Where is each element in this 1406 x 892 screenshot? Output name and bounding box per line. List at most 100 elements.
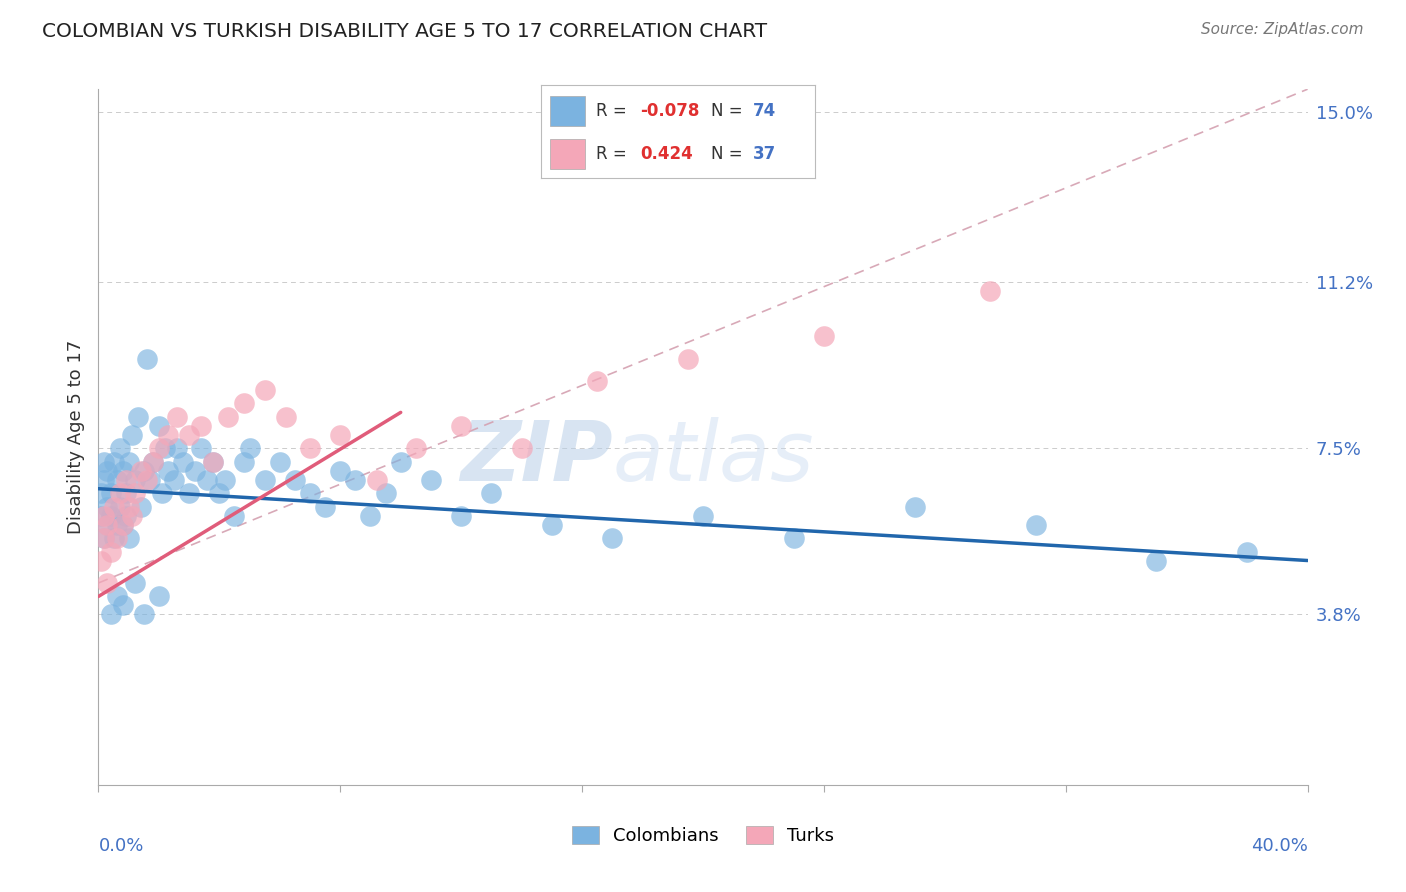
Point	[90, 553, 112, 567]
Text: 37: 37	[752, 145, 776, 163]
Point	[586, 374, 609, 388]
Point	[153, 442, 176, 456]
Point	[127, 409, 149, 424]
Point	[111, 599, 134, 613]
Point	[118, 531, 141, 545]
Point	[118, 455, 141, 469]
Point	[129, 500, 152, 514]
Point	[135, 473, 157, 487]
Point	[676, 351, 699, 366]
Point	[90, 508, 112, 523]
Point	[105, 590, 128, 604]
Point	[96, 464, 118, 478]
Point	[602, 531, 624, 545]
Point	[132, 607, 155, 622]
Point	[93, 531, 115, 545]
Point	[93, 508, 115, 523]
Point	[979, 284, 1001, 298]
Point	[124, 576, 146, 591]
Point	[217, 409, 239, 424]
Point	[135, 351, 157, 366]
Point	[132, 464, 155, 478]
Point	[299, 486, 322, 500]
Point	[96, 517, 118, 532]
Point	[813, 329, 835, 343]
Point	[202, 455, 225, 469]
Point	[1236, 544, 1258, 558]
Point	[93, 531, 115, 545]
Point	[232, 396, 254, 410]
Text: R =: R =	[596, 145, 633, 163]
Point	[179, 427, 201, 442]
Point	[105, 517, 128, 532]
Text: 40.0%: 40.0%	[1251, 837, 1308, 855]
Bar	[550, 96, 585, 126]
Point	[156, 427, 179, 442]
Point	[148, 590, 170, 604]
Text: COLOMBIAN VS TURKISH DISABILITY AGE 5 TO 17 CORRELATION CHART: COLOMBIAN VS TURKISH DISABILITY AGE 5 TO…	[42, 22, 768, 41]
Point	[374, 486, 396, 500]
Point	[108, 486, 131, 500]
Point	[214, 473, 236, 487]
Text: atlas: atlas	[613, 417, 814, 499]
Point	[239, 442, 262, 456]
Text: ZIP: ZIP	[460, 417, 613, 499]
Point	[124, 486, 146, 500]
Text: -0.078: -0.078	[640, 102, 699, 120]
Point	[366, 473, 388, 487]
Point	[389, 455, 412, 469]
Point	[156, 464, 179, 478]
Point	[179, 486, 201, 500]
Point	[232, 455, 254, 469]
Point	[269, 455, 291, 469]
Point	[202, 455, 225, 469]
Point	[299, 442, 322, 456]
Point	[329, 464, 352, 478]
Point	[148, 442, 170, 456]
Point	[100, 508, 122, 523]
Point	[90, 486, 112, 500]
Point	[274, 409, 297, 424]
Point	[284, 473, 307, 487]
Text: R =: R =	[596, 102, 633, 120]
Point	[253, 473, 276, 487]
Point	[103, 500, 125, 514]
Point	[420, 473, 443, 487]
Point	[224, 508, 246, 523]
Point	[1144, 553, 1167, 567]
Point	[108, 442, 131, 456]
Point	[163, 473, 186, 487]
Point	[172, 455, 194, 469]
Point	[166, 409, 188, 424]
Point	[121, 427, 143, 442]
Point	[93, 473, 115, 487]
Text: N =: N =	[711, 102, 748, 120]
Point	[344, 473, 367, 487]
Point	[405, 442, 427, 456]
Point	[129, 464, 152, 478]
Y-axis label: Disability Age 5 to 17: Disability Age 5 to 17	[66, 340, 84, 534]
Point	[148, 418, 170, 433]
Point	[208, 486, 231, 500]
Point	[1024, 517, 1046, 532]
Point	[481, 486, 503, 500]
Point	[108, 500, 131, 514]
Bar	[550, 139, 585, 169]
Point	[142, 455, 165, 469]
Point	[100, 486, 122, 500]
Point	[100, 544, 122, 558]
Point	[111, 517, 134, 532]
Point	[195, 473, 218, 487]
Point	[314, 500, 336, 514]
Legend: Colombians, Turks: Colombians, Turks	[564, 819, 842, 853]
Point	[118, 500, 141, 514]
Point	[190, 418, 212, 433]
Point	[111, 517, 134, 532]
Point	[450, 508, 472, 523]
Text: Source: ZipAtlas.com: Source: ZipAtlas.com	[1201, 22, 1364, 37]
Point	[114, 473, 136, 487]
Point	[692, 508, 714, 523]
Point	[111, 464, 134, 478]
Point	[150, 486, 173, 500]
Point	[166, 442, 188, 456]
